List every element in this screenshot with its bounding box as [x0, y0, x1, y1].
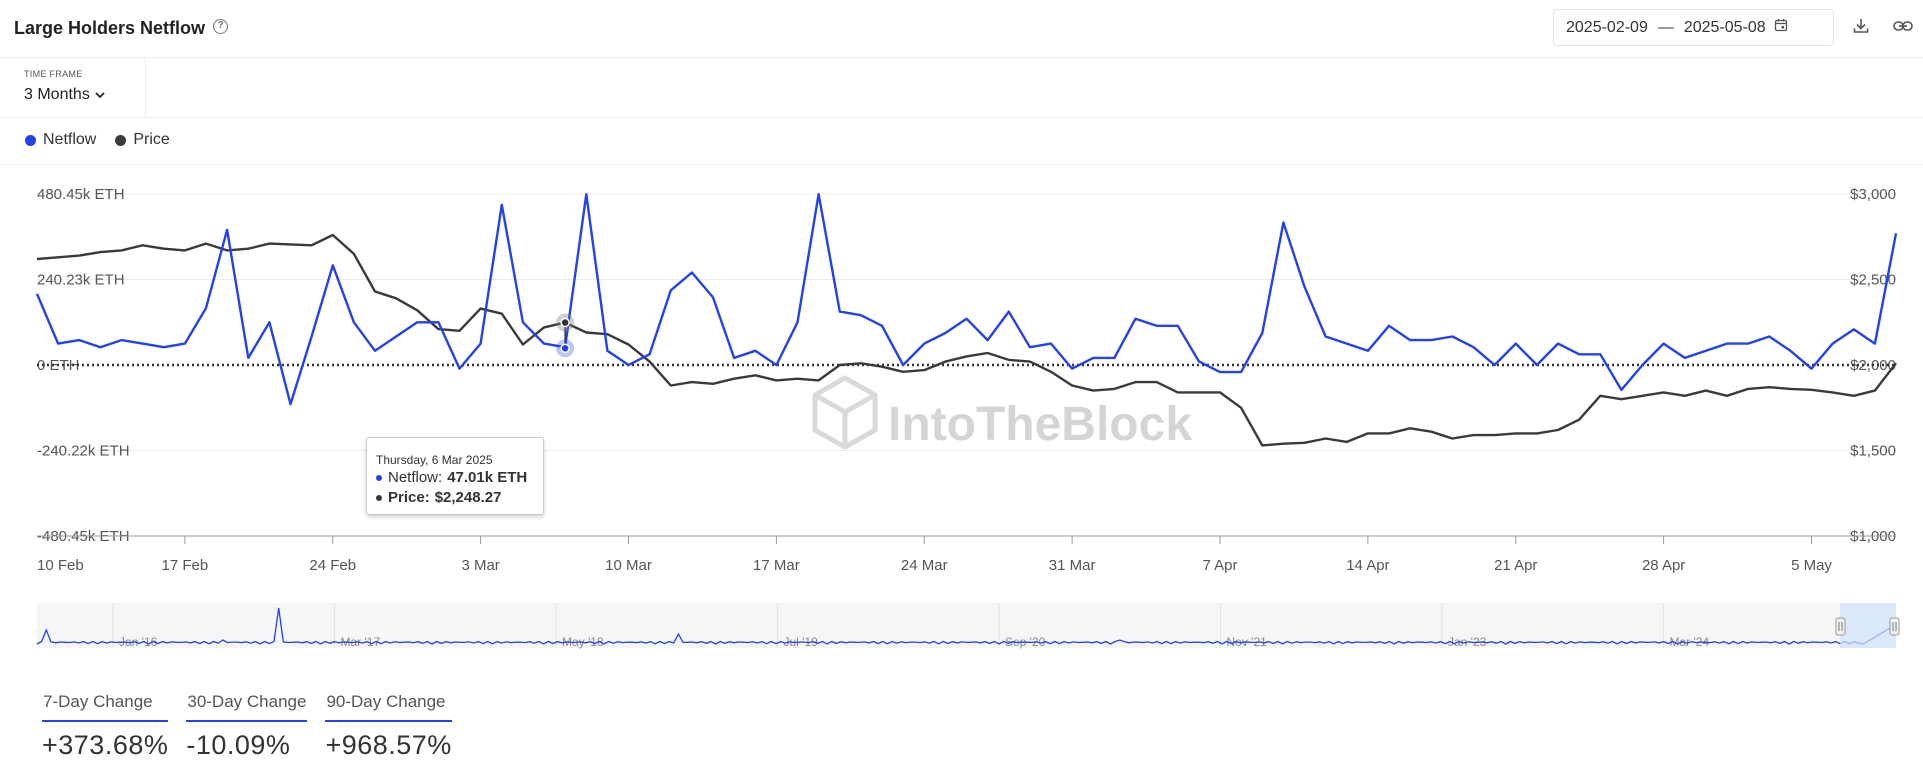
tooltip-netflow-dot: [376, 474, 382, 481]
y-axis-left-tick-label: 240.23k ETH: [37, 271, 125, 288]
series-line-netflow: [35, 192, 1898, 406]
y-axis-left-tick-label: 480.45k ETH: [37, 186, 125, 203]
x-axis-tick-label: 21 Apr: [1494, 557, 1537, 574]
x-axis-tick-label: 17 Feb: [162, 557, 209, 574]
timeframe-label: TIME FRAME: [24, 69, 83, 79]
y-axis-right-tick-label: $3,000: [1850, 186, 1896, 203]
x-axis-tick-label: 28 Apr: [1642, 557, 1685, 574]
navigator-handle-body: [1889, 617, 1900, 636]
highlight-point-netflow: [560, 343, 570, 354]
page-title: Large Holders Netflow: [14, 18, 206, 38]
y-axis-right-tick-label: $1,500: [1850, 443, 1896, 460]
y-axis-left-tick-label: -240.22k ETH: [37, 442, 130, 459]
tooltip-price-label: Price:: [388, 489, 430, 506]
x-axis-tick-label: 5 May: [1791, 557, 1832, 574]
change-90-day[interactable]: 90-Day Change +968.57%: [325, 690, 452, 761]
change-value: -10.09%: [186, 730, 291, 760]
chevron-down-icon: [95, 92, 105, 99]
watermark-logo-icon: [812, 375, 878, 450]
legend-dot-price: [115, 134, 127, 146]
calendar-icon[interactable]: [1774, 18, 1788, 37]
x-axis-tick-label: 24 Mar: [901, 557, 948, 574]
navigator-handle-body: [1835, 617, 1846, 636]
date-start: 2025-02-09: [1566, 18, 1648, 36]
chart-legend: Netflow Price: [25, 131, 189, 149]
header: Large Holders Netflow ? 2025-02-09 — 202…: [0, 0, 1923, 58]
tooltip-netflow-label: Netflow:: [388, 469, 443, 486]
x-axis-tick-label: 17 Mar: [753, 557, 800, 574]
navigator-background: [37, 603, 1896, 648]
x-axis-tick-label: 3 Mar: [461, 557, 499, 574]
help-circle-icon[interactable]: ?: [213, 19, 228, 34]
date-range-picker[interactable]: 2025-02-09 — 2025-05-08: [1553, 9, 1834, 46]
tooltip-price-dot: [376, 494, 382, 501]
x-axis-tick-label: 31 Mar: [1049, 557, 1096, 574]
navigator-handle-icon[interactable]: [1835, 617, 1846, 636]
date-separator: —: [1657, 18, 1674, 36]
x-axis-tick-label: 14 Apr: [1346, 557, 1389, 574]
tooltip-price-value: $2,248.27: [434, 489, 502, 506]
change-label: 30-Day Change: [186, 690, 308, 722]
tooltip-date: Thursday, 6 Mar 2025: [376, 453, 493, 467]
y-axis-right-tick-label: $2,500: [1850, 272, 1896, 289]
change-value: +373.68%: [42, 730, 169, 760]
timeframe-select[interactable]: 3 Months: [24, 86, 106, 104]
watermark-text: IntoTheBlock: [888, 398, 1192, 451]
chart-tooltip: Thursday, 6 Mar 2025 Netflow: 47.01k ETH…: [366, 437, 544, 515]
x-axis-tick-label: 24 Feb: [309, 557, 356, 574]
date-end: 2025-05-08: [1683, 18, 1766, 36]
change-label: 7-Day Change: [42, 690, 169, 722]
legend-label-price: Price: [133, 131, 170, 148]
highlight-point-price: [560, 317, 570, 328]
watermark: IntoTheBlock: [812, 375, 1192, 451]
change-7-day[interactable]: 7-Day Change +373.68%: [42, 690, 169, 761]
download-icon[interactable]: [1852, 17, 1870, 40]
navigator-handle-icon[interactable]: [1889, 617, 1900, 636]
navigator-series-line: [36, 607, 1897, 645]
change-30-day[interactable]: 30-Day Change -10.09%: [186, 690, 308, 761]
navigator-label: Jan '16: [119, 635, 158, 649]
tooltip-netflow-row: Netflow: 47.01k ETH: [376, 469, 527, 486]
x-axis-tick-label: 10 Feb: [37, 557, 84, 574]
timeframe-panel: TIME FRAME 3 Months: [0, 58, 146, 118]
legend-item-price[interactable]: Price: [115, 131, 170, 149]
divider: [145, 117, 1923, 118]
navigator-chart[interactable]: Jan '16 Mar '17 May '18 Jul '19 Sep '20 Nov '…: [0, 600, 1923, 655]
legend-label-netflow: Netflow: [43, 131, 97, 148]
navigator-selection: [1840, 603, 1896, 648]
legend-item-netflow[interactable]: Netflow: [25, 131, 96, 149]
timeframe-value: 3 Months: [24, 86, 90, 103]
link-icon[interactable]: [1893, 19, 1913, 38]
change-value: +968.57%: [325, 730, 452, 760]
series-line-price: [36, 233, 1897, 447]
legend-dot-netflow: [25, 134, 36, 146]
tooltip-price-row: Price: $2,248.27: [376, 489, 501, 506]
x-axis-tick-label: 7 Apr: [1202, 557, 1237, 574]
x-axis-tick-label: 10 Mar: [605, 557, 652, 574]
change-stats: 7-Day Change +373.68% 30-Day Change -10.…: [42, 690, 470, 761]
tooltip-netflow-value: 47.01k ETH: [447, 469, 528, 486]
divider: [0, 164, 1923, 165]
change-label: 90-Day Change: [325, 690, 452, 722]
